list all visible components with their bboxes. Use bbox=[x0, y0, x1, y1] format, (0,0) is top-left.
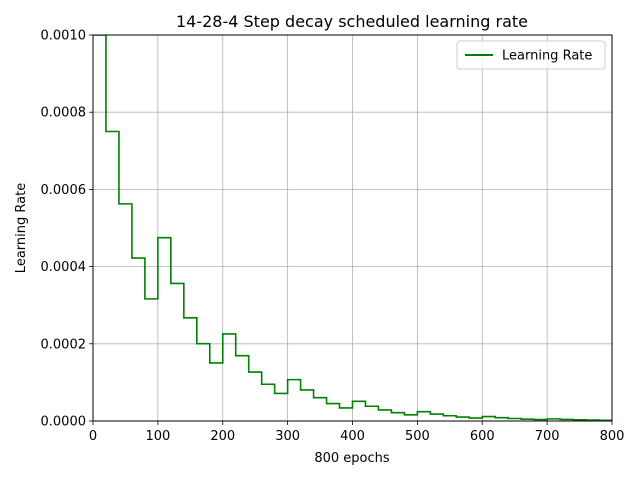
x-tick-label: 700 bbox=[535, 429, 560, 444]
x-tick-label: 400 bbox=[340, 429, 365, 444]
x-tick-label: 300 bbox=[275, 429, 300, 444]
x-tick-label: 0 bbox=[89, 429, 97, 444]
y-tick-label: 0.0004 bbox=[41, 260, 87, 275]
y-axis-label: Learning Rate bbox=[14, 183, 29, 273]
y-tick-label: 0.0002 bbox=[41, 337, 87, 352]
y-tick-label: 0.0008 bbox=[41, 106, 87, 121]
chart-title: 14-28-4 Step decay scheduled learning ra… bbox=[176, 12, 528, 31]
x-tick-label: 100 bbox=[145, 429, 170, 444]
y-tick-label: 0.0006 bbox=[41, 183, 87, 198]
x-axis: 0 100 200 300 400 500 600 700 800 bbox=[89, 421, 625, 444]
y-tick-label: 0.0000 bbox=[41, 415, 87, 430]
series-line-learning-rate bbox=[93, 35, 612, 421]
x-tick-label: 800 bbox=[600, 429, 625, 444]
grid bbox=[92, 34, 613, 422]
series-layer bbox=[93, 35, 612, 421]
x-tick-label: 500 bbox=[405, 429, 430, 444]
x-axis-label: 800 epochs bbox=[314, 451, 390, 466]
y-tick-label: 0.0010 bbox=[41, 29, 87, 44]
x-tick-label: 200 bbox=[210, 429, 235, 444]
x-tick-label: 600 bbox=[470, 429, 495, 444]
legend-label-learning-rate: Learning Rate bbox=[502, 49, 592, 64]
legend: Learning Rate bbox=[456, 40, 606, 70]
y-axis: 0.0000 0.0002 0.0004 0.0006 0.0008 0.0010 bbox=[41, 29, 93, 430]
legend-box bbox=[456, 40, 606, 70]
